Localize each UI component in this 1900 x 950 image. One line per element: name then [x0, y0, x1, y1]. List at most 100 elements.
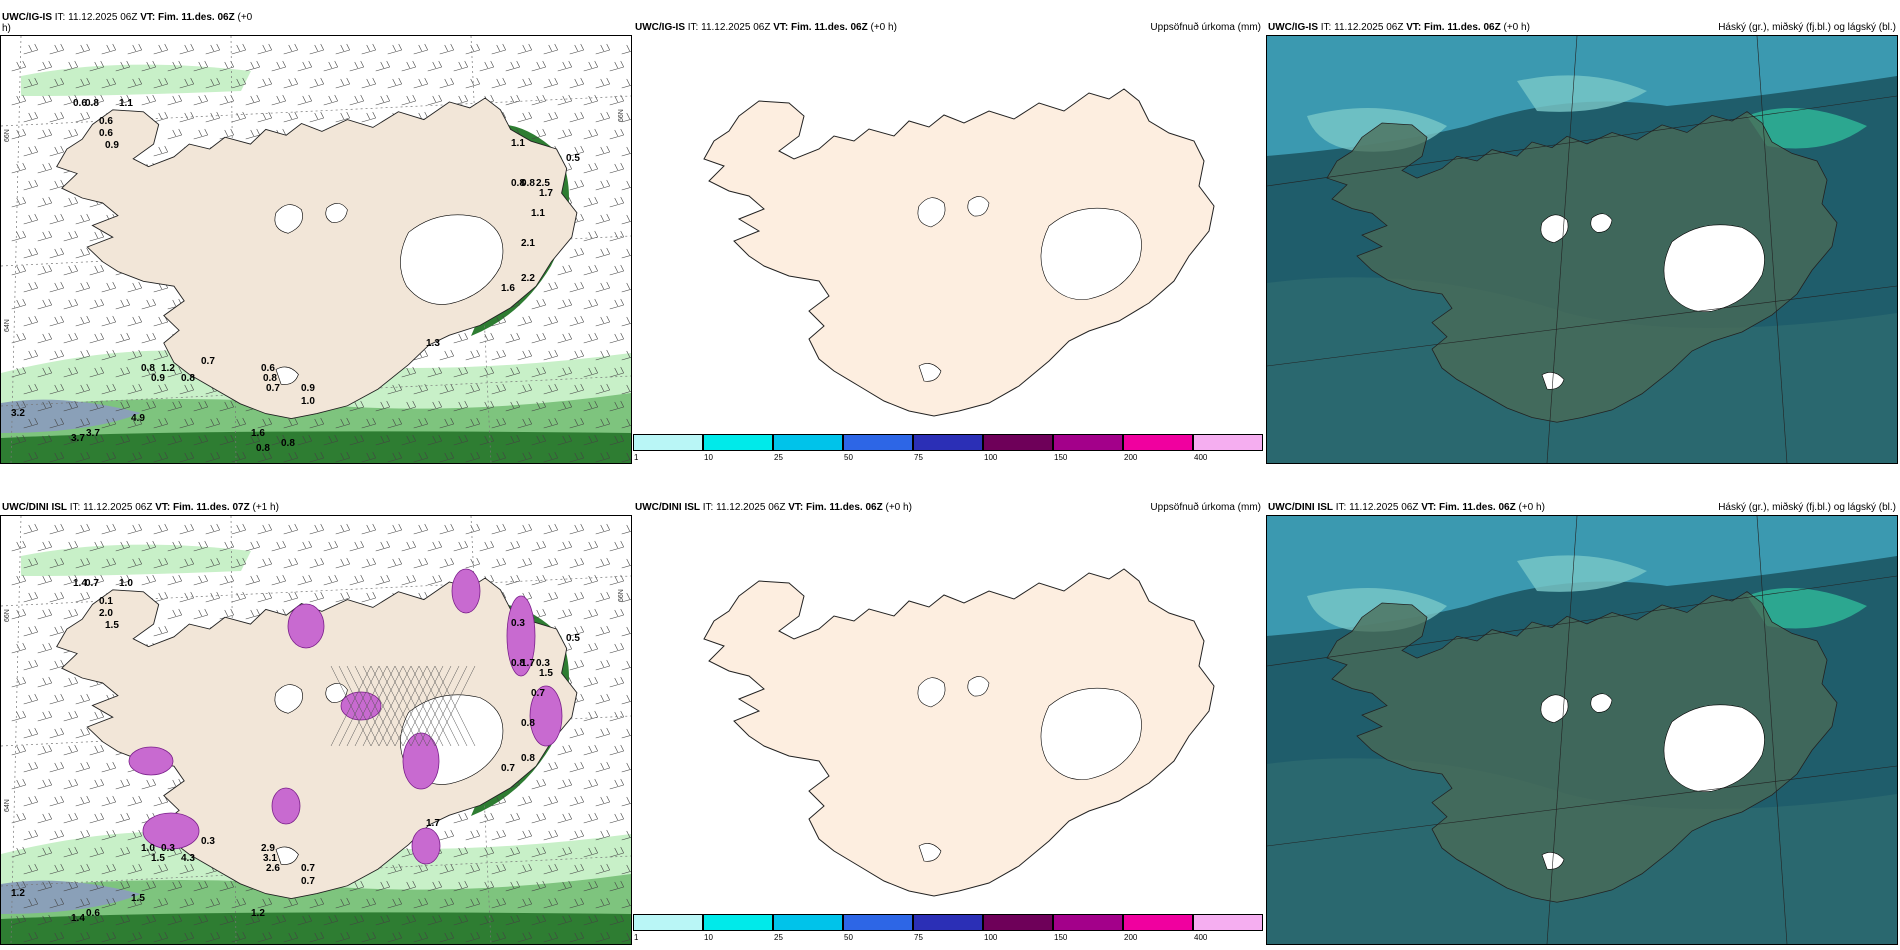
wind-barb [583, 676, 598, 688]
cloud-layer-high [1747, 588, 1867, 629]
vt-label: VT: [155, 502, 171, 513]
model-name: UWC/IG-IS [2, 12, 52, 23]
iceland-outline [1326, 111, 1838, 423]
map-plot-top-right[interactable] [1266, 35, 1898, 464]
wind-barb [153, 43, 168, 55]
wind-barb [37, 128, 52, 140]
vt-value: Fim. 11.des. 06Z [158, 12, 235, 23]
panel-header-wrap: h) [2, 23, 628, 34]
wind-barb [23, 625, 38, 637]
wind-barb [569, 829, 584, 841]
precip-value-label: 0.5 [566, 153, 580, 164]
wind-barb [609, 914, 624, 926]
it-label: IT: [69, 502, 81, 513]
wind-barb [23, 591, 38, 603]
hatch-line [354, 665, 396, 747]
wind-barb [491, 77, 506, 89]
wind-barb [439, 43, 454, 55]
wind-barb [621, 78, 631, 89]
glacier-langjokull [917, 197, 946, 228]
wind-barb [23, 761, 38, 773]
wind-barb [309, 897, 324, 909]
wind-barb [23, 523, 38, 535]
panel-top-mid-accum-precip: UWC/IG-IS IT: 11.12.2025 06Z VT: Fim. 11… [633, 0, 1265, 464]
panel-header: UWC/DINI ISL IT: 11.12.2025 06Z VT: Fim.… [635, 502, 1261, 513]
wind-barb [621, 626, 631, 637]
wind-barb [609, 264, 624, 276]
wind-barb [23, 145, 38, 157]
glacier-myrdalsjokull [918, 843, 942, 862]
glacier-hofsjokull [1590, 693, 1613, 713]
wind-barb [49, 795, 64, 807]
colorbar-swatch [1053, 434, 1123, 451]
wind-barb [89, 94, 104, 106]
wind-barb [37, 400, 52, 412]
precip-value-label: 1.3 [426, 338, 440, 349]
wind-barb [595, 281, 610, 293]
wind-barb [11, 298, 26, 310]
precip-value-label: 4.9 [131, 413, 145, 424]
wind-barb [297, 914, 312, 926]
lat-labels: 66N 64N 66N [4, 109, 625, 332]
colorbar-swatch [843, 914, 913, 931]
wind-barb [621, 384, 631, 395]
wind-barb [153, 77, 168, 89]
wind-barb [179, 557, 194, 569]
wind-barb [595, 145, 610, 157]
wind-barb [141, 332, 156, 344]
wind-barb [37, 676, 52, 688]
wind-barb [89, 778, 104, 790]
wind-barb [517, 43, 532, 55]
wind-barb [11, 230, 26, 242]
wind-barb [583, 162, 598, 174]
wind-barb [49, 591, 64, 603]
map-plot-bottom-right[interactable] [1266, 515, 1898, 945]
wind-barb [11, 540, 26, 552]
glacier-myrdalsjokull [275, 366, 299, 385]
wind-barb [609, 162, 624, 174]
wind-barb [517, 795, 532, 807]
wind-barb [375, 880, 390, 892]
wind-barb [375, 60, 390, 72]
wind-barb [505, 60, 520, 72]
wind-barb [517, 897, 532, 909]
colorbar-tick-label: 1 [634, 453, 639, 462]
wind-barb [297, 574, 312, 586]
wind-barb [89, 540, 104, 552]
precip-cell [411, 827, 441, 865]
precip-value-label: 0.7 [301, 863, 315, 874]
hatch-line [418, 665, 460, 747]
wind-barb [127, 863, 142, 875]
wind-barb [465, 829, 480, 841]
wind-barb [37, 94, 52, 106]
wind-barb [543, 761, 558, 773]
wind-barb [75, 931, 90, 943]
wind-barb [63, 574, 78, 586]
wind-barb [621, 44, 631, 55]
wind-barb [167, 434, 182, 446]
wind-barb [401, 574, 416, 586]
wind-barb [609, 642, 624, 654]
wind-barb [219, 914, 234, 926]
wind-barb [309, 557, 324, 569]
wind-barb [621, 316, 631, 327]
wind-barb [569, 727, 584, 739]
wind-barb [401, 914, 416, 926]
map-plot-bottom-left[interactable]: 66N 64N 66N 1.4 0.7 1.0 0.1 2.0 1.5 0.3 0.5 1.7 0.3 1… [0, 515, 632, 945]
wind-barb [531, 94, 546, 106]
wind-barb [595, 557, 610, 569]
map-plot-top-left[interactable]: 66N 64N 66N 0.6 0.8 1.1 0.6 0.6 0.9 1.1 0.5 0.8 2.5 1… [0, 35, 632, 464]
map-plot-bottom-mid[interactable] [633, 515, 1265, 915]
iceland-coastline [1326, 591, 1838, 903]
wind-barb [193, 400, 208, 412]
wind-barb [75, 417, 90, 429]
wind-barb [205, 417, 220, 429]
wind-barb [63, 400, 78, 412]
wind-barb [401, 366, 416, 378]
wind-barb [219, 400, 234, 412]
precip-cell [128, 746, 174, 776]
wind-barb [427, 366, 442, 378]
map-plot-top-mid[interactable] [633, 35, 1265, 435]
wind-barb [557, 574, 572, 586]
wind-barb [453, 366, 468, 378]
